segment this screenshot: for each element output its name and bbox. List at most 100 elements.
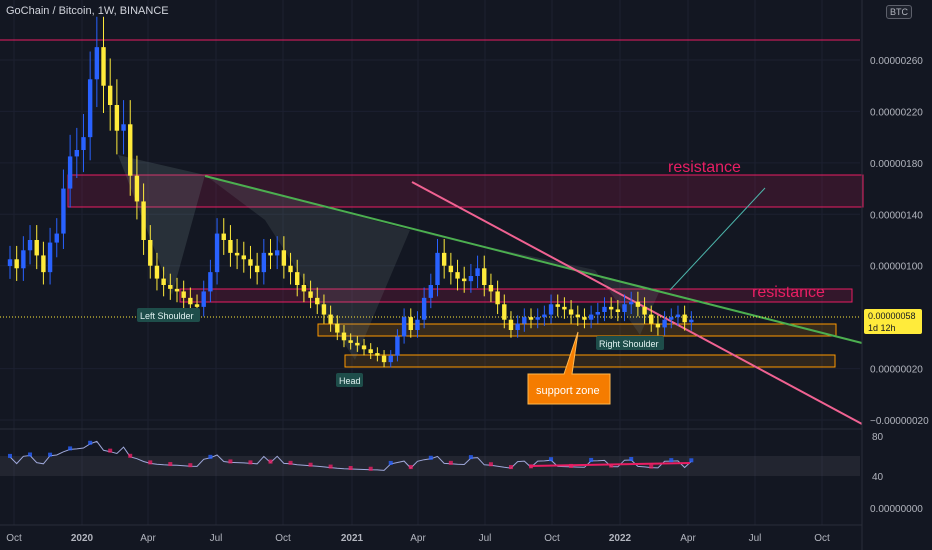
x-tick-label: Apr [680, 533, 696, 544]
candle-body [435, 252, 440, 285]
rsi-bar [8, 453, 12, 458]
candle-body [602, 306, 607, 312]
rsi-tick-label: 80 [872, 432, 884, 443]
rsi-bar [148, 460, 153, 465]
candle-body [181, 291, 186, 298]
x-tick-label: Jul [479, 533, 492, 544]
candle-body [462, 278, 467, 282]
candle-body [288, 265, 293, 273]
resistance-label-mid: resistance [752, 284, 825, 301]
candle-body [67, 156, 73, 189]
price-axis[interactable]: 0.00000260 0.00000220 0.00000180 0.00000140… [870, 56, 929, 483]
candle-body [649, 314, 654, 324]
candle-body [588, 314, 594, 320]
candle-body [21, 250, 26, 269]
rsi-bar [629, 457, 634, 461]
candle-body [555, 304, 560, 307]
rsi-bar [68, 446, 73, 451]
candle-body [14, 259, 19, 269]
candle-body [168, 285, 173, 289]
candle-body [595, 312, 601, 315]
candle-body [421, 297, 427, 320]
candle-body [381, 355, 387, 363]
rsi-bar [388, 460, 393, 465]
candle-body [615, 309, 621, 312]
last-price-text: 0.00000058 [868, 311, 916, 321]
candle-body [502, 304, 507, 320]
rsi-panel [0, 440, 860, 476]
head-label-bg [336, 373, 363, 387]
countdown-text: 1d 12h [868, 323, 896, 333]
x-tick-label: 2021 [341, 533, 364, 544]
candle-body [475, 268, 480, 276]
time-axis[interactable]: Oct 2020 Apr Jul Oct 2021 Apr Jul Oct 2022 Apr Jul O… [6, 533, 830, 544]
candle-body [515, 323, 520, 330]
candle-body [301, 285, 307, 292]
candle-body [254, 265, 260, 273]
resistance-zone-upper[interactable] [67, 174, 864, 208]
support-zone-label: support zone [536, 385, 600, 397]
x-tick-label: Oct [814, 533, 830, 544]
x-tick-label: Jul [210, 533, 223, 544]
rsi-bar [529, 464, 534, 469]
candle-body [488, 285, 494, 292]
last-price-badge [864, 309, 922, 334]
x-tick-label: 2020 [71, 533, 94, 544]
rsi-bar [589, 457, 594, 462]
candle-body [74, 150, 79, 157]
candle-body [682, 314, 687, 323]
candle-body [642, 306, 647, 315]
candle-body [234, 252, 240, 256]
rsi-bar [248, 460, 253, 465]
candle-body [495, 291, 500, 305]
pattern-left-shoulder [118, 155, 205, 295]
x-tick-label: Oct [275, 533, 291, 544]
rsi-bar [549, 457, 554, 462]
candle-body [194, 304, 200, 307]
rsi-bar [168, 462, 173, 467]
candle-body [208, 272, 213, 292]
candle-body [522, 317, 527, 324]
support-zone-lower[interactable] [344, 354, 836, 368]
candle-body [355, 342, 360, 346]
candle-body [107, 85, 113, 105]
rsi-bar [609, 463, 614, 468]
candle-body [629, 301, 634, 305]
projection-line [669, 187, 766, 291]
left-shoulder-label-bg [137, 308, 200, 322]
candle-body [328, 314, 333, 324]
green-trendline[interactable] [204, 175, 863, 344]
candle-body [395, 336, 400, 356]
chart-title: GoChain / Bitcoin, 1W, BINANCE [6, 5, 169, 17]
rsi-bar [188, 463, 193, 468]
rsi-bar [228, 459, 233, 464]
candle-body [368, 349, 373, 354]
candle-body [548, 304, 554, 315]
currency-badge[interactable]: BTC [886, 5, 912, 19]
candle-body [361, 345, 367, 350]
candle-body [248, 259, 253, 266]
y-tick-label: 0.00000100 [870, 262, 923, 273]
rsi-bar [88, 440, 93, 445]
candle-body [54, 233, 59, 243]
candle-body [669, 317, 674, 320]
rsi-bar [428, 455, 433, 460]
candle-body [241, 255, 246, 260]
candle-body [268, 252, 273, 256]
candle-body [308, 291, 313, 298]
left-shoulder-label: Left Shoulder [140, 311, 194, 321]
rsi-tick-label: 40 [872, 472, 884, 483]
rsi-bar [468, 455, 473, 460]
rsi-bar [128, 453, 133, 458]
pattern-head [205, 175, 470, 360]
rsi-bar [48, 452, 53, 457]
zones [0, 39, 864, 425]
candle-body [388, 355, 393, 363]
rsi-bar [368, 466, 373, 471]
x-tick-label: Apr [140, 533, 156, 544]
rsi-bar [488, 462, 493, 467]
right-shoulder-label-bg [596, 336, 664, 350]
candle-body [662, 319, 667, 328]
rsi-bar [508, 465, 513, 470]
